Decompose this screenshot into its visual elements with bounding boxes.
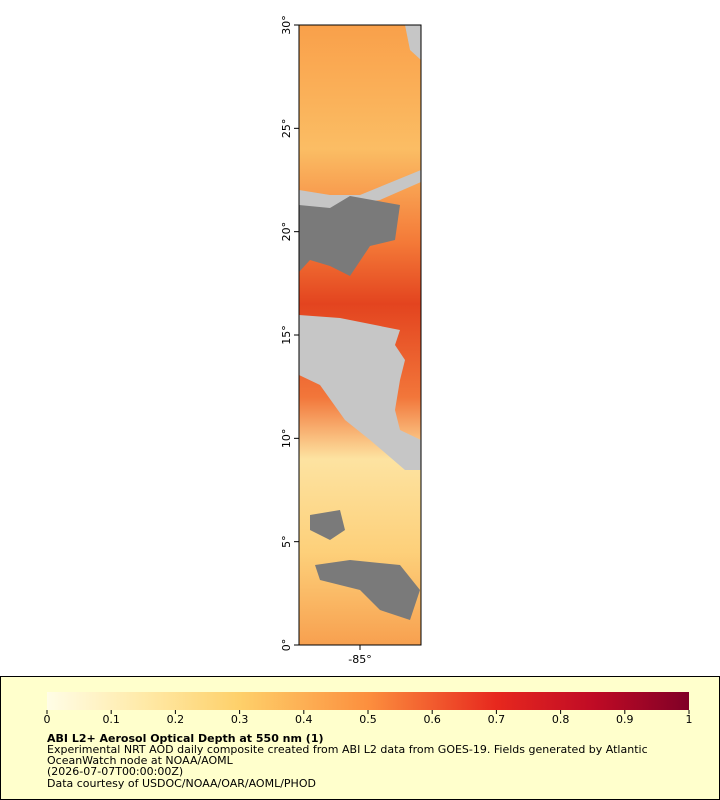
- colorbar-tick-label: 0.5: [359, 713, 377, 726]
- cloud: [315, 560, 420, 620]
- colorbar-tick-label: 0.3: [231, 713, 249, 726]
- legend-line: Experimental NRT AOD daily composite cre…: [47, 743, 648, 756]
- land: [405, 25, 421, 60]
- legend-line: OceanWatch node at NOAA/AOML: [47, 754, 234, 767]
- colorbar-tick-label: 0.9: [616, 713, 634, 726]
- lat-tick-label: 30°: [280, 15, 293, 35]
- lat-tick-label: 15°: [280, 325, 293, 345]
- land: [299, 170, 421, 210]
- colorbar-tick-label: 1: [686, 713, 693, 726]
- lat-tick-label: 5°: [280, 535, 293, 548]
- lon-tick-label: -85°: [348, 653, 371, 666]
- lat-tick-label: 20°: [280, 222, 293, 242]
- colorbar: [47, 692, 689, 710]
- colorbar-tick-label: 0.8: [552, 713, 570, 726]
- legend-line: (2026-07-07T00:00:00Z): [47, 765, 183, 778]
- legend-title: ABI L2+ Aerosol Optical Depth at 550 nm …: [47, 732, 324, 745]
- colorbar-tick-label: 0: [44, 713, 51, 726]
- lat-tick-label: 25°: [280, 119, 293, 139]
- colorbar-tick-label: 0.4: [295, 713, 313, 726]
- lat-tick-label: 10°: [280, 429, 293, 449]
- cloud: [310, 510, 345, 540]
- cloud: [299, 196, 400, 276]
- map: [298, 24, 422, 646]
- lat-tick-label: 0°: [280, 639, 293, 652]
- colorbar-tick-label: 0.7: [488, 713, 506, 726]
- colorbar-tick-label: 0.1: [102, 713, 120, 726]
- legend-line: Data courtesy of USDOC/NOAA/OAR/AOML/PHO…: [47, 777, 316, 790]
- colorbar-tick-label: 0.6: [423, 713, 441, 726]
- land: [299, 315, 421, 470]
- colorbar-tick-label: 0.2: [167, 713, 185, 726]
